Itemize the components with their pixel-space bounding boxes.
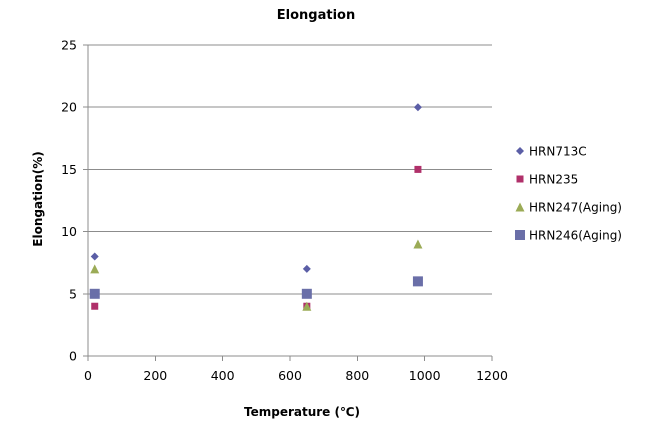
legend-marker [516, 147, 524, 155]
tick-labels: 0 5 10 15 20 25 0 200 400 600 800 1000 1200 [61, 38, 508, 384]
legend-marker [516, 175, 524, 183]
x-axis-title: Temperature (℃) [244, 405, 360, 419]
legend-label: HRN246(Aging) [529, 229, 622, 243]
data-point [91, 302, 99, 310]
legend-label: HRN235 [529, 173, 578, 187]
data-point [89, 288, 100, 299]
y-axis-title: Elongation(%) [31, 151, 45, 246]
data-point [413, 103, 422, 112]
data-point [90, 264, 100, 274]
y-tick-label: 5 [69, 286, 77, 301]
y-tick-label: 20 [61, 100, 77, 115]
data-point [302, 264, 311, 273]
data-point [90, 252, 99, 261]
legend: HRN713C HRN235 HRN247(Aging) HRN246(Aging) [515, 145, 622, 243]
legend-marker [515, 202, 525, 212]
x-tick-label: 0 [84, 368, 92, 383]
data-point [413, 239, 423, 249]
axes [83, 44, 493, 361]
y-tick-label: 15 [61, 162, 77, 177]
data-point [302, 301, 312, 311]
legend-label: HRN713C [529, 145, 587, 159]
x-tick-label: 600 [278, 368, 302, 383]
legend-marker [515, 230, 525, 240]
x-tick-label: 800 [345, 368, 369, 383]
x-tick-label: 400 [211, 368, 235, 383]
x-tick-label: 1200 [476, 368, 508, 383]
x-tick-label: 200 [143, 368, 167, 383]
legend-label: HRN247(Aging) [529, 201, 622, 215]
y-tick-label: 25 [61, 38, 77, 53]
x-tick-label: 1000 [409, 368, 441, 383]
chart-title: Elongation [277, 8, 355, 23]
data-point [412, 276, 423, 287]
y-tick-label: 10 [61, 224, 77, 239]
data-point [301, 288, 312, 299]
data-points [89, 103, 423, 311]
data-point [414, 165, 422, 173]
y-tick-label: 0 [69, 349, 77, 364]
gridlines [88, 44, 492, 295]
